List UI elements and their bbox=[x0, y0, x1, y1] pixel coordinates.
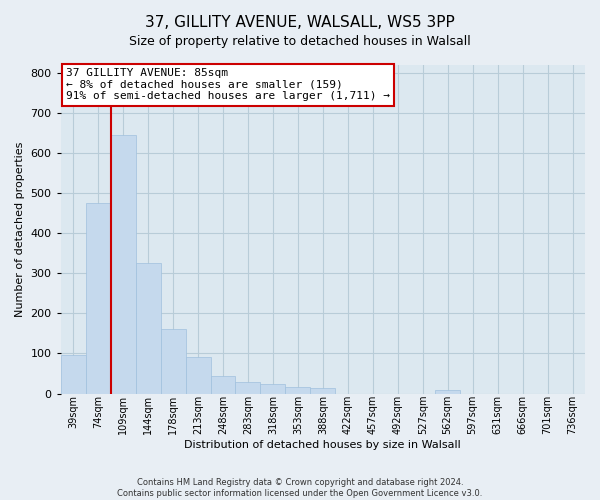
Text: Size of property relative to detached houses in Walsall: Size of property relative to detached ho… bbox=[129, 35, 471, 48]
Bar bbox=[260, 384, 286, 394]
Bar bbox=[310, 388, 335, 394]
Bar bbox=[161, 330, 185, 394]
Bar bbox=[61, 356, 86, 394]
X-axis label: Distribution of detached houses by size in Walsall: Distribution of detached houses by size … bbox=[184, 440, 461, 450]
Bar bbox=[136, 264, 161, 394]
Bar bbox=[110, 135, 136, 394]
Bar bbox=[435, 390, 460, 394]
Bar bbox=[235, 382, 260, 394]
Text: Contains HM Land Registry data © Crown copyright and database right 2024.
Contai: Contains HM Land Registry data © Crown c… bbox=[118, 478, 482, 498]
Bar bbox=[185, 356, 211, 394]
Y-axis label: Number of detached properties: Number of detached properties bbox=[15, 142, 25, 317]
Bar bbox=[286, 386, 310, 394]
Bar bbox=[211, 376, 235, 394]
Text: 37, GILLITY AVENUE, WALSALL, WS5 3PP: 37, GILLITY AVENUE, WALSALL, WS5 3PP bbox=[145, 15, 455, 30]
Bar bbox=[86, 203, 110, 394]
Text: 37 GILLITY AVENUE: 85sqm
← 8% of detached houses are smaller (159)
91% of semi-d: 37 GILLITY AVENUE: 85sqm ← 8% of detache… bbox=[66, 68, 390, 102]
